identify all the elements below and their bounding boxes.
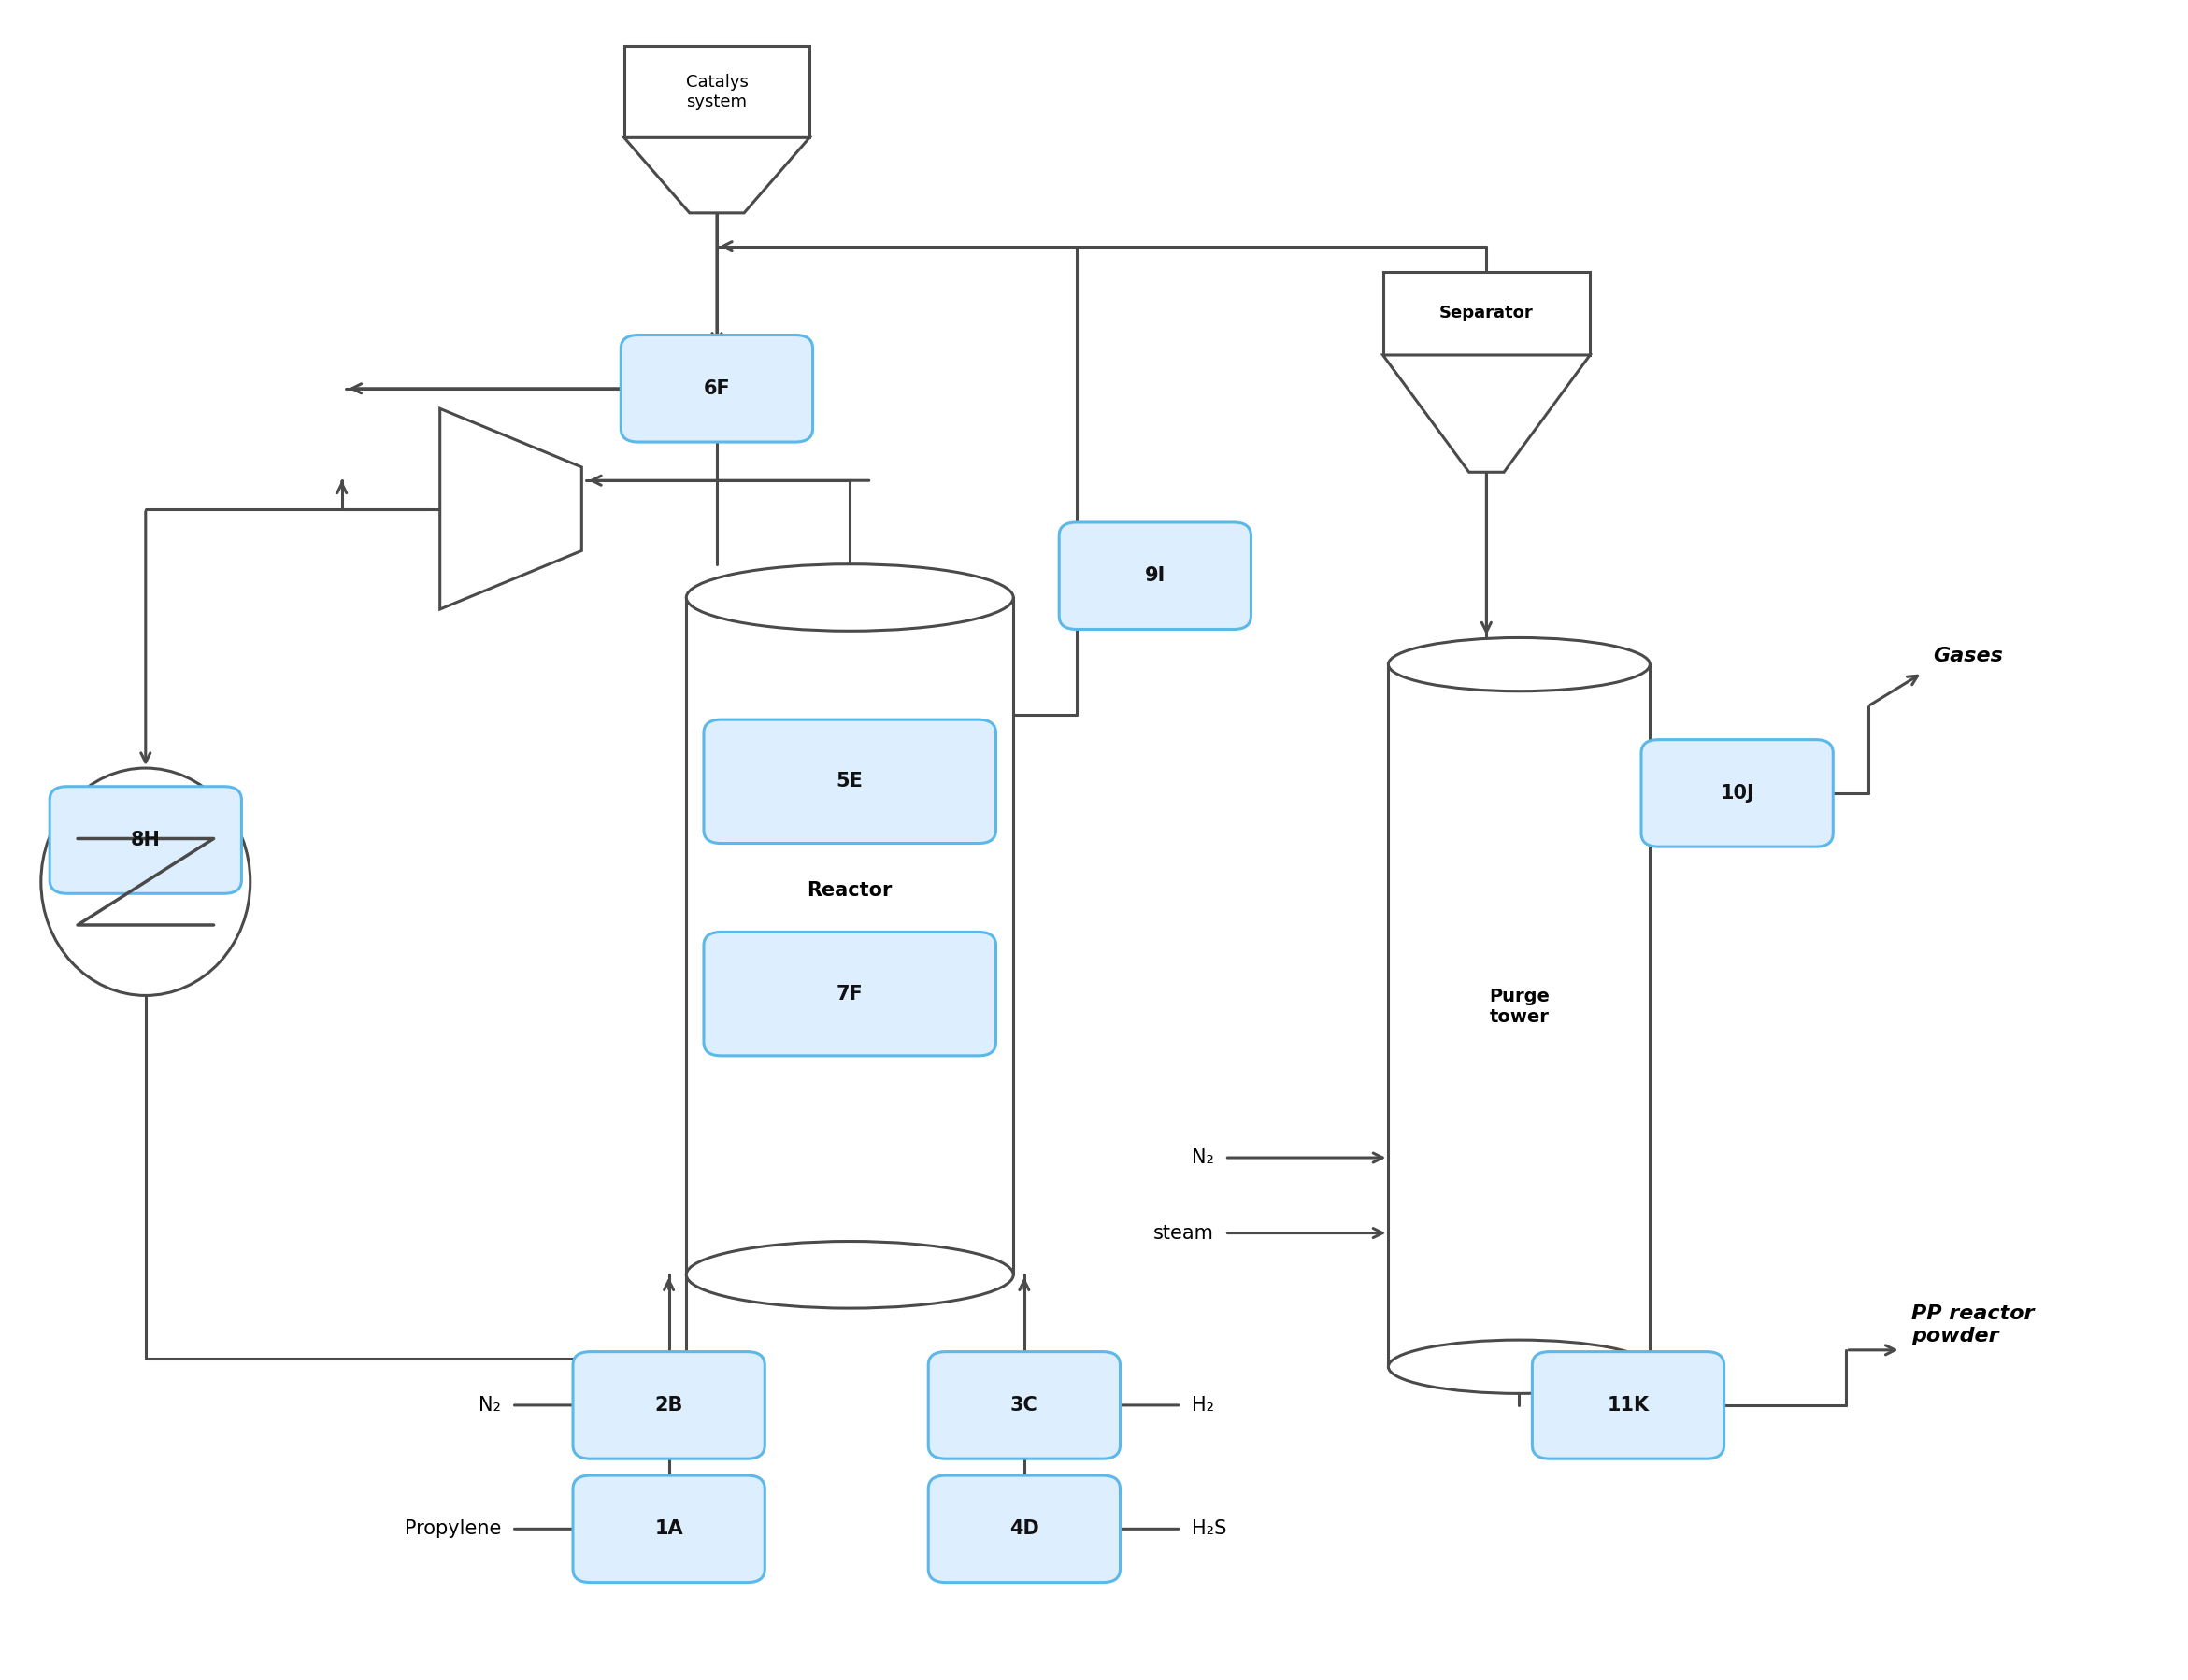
FancyBboxPatch shape bbox=[705, 719, 996, 843]
FancyBboxPatch shape bbox=[624, 45, 810, 138]
Text: 10J: 10J bbox=[1720, 785, 1755, 803]
Text: 2B: 2B bbox=[654, 1396, 683, 1415]
FancyBboxPatch shape bbox=[621, 334, 812, 442]
Text: 11K: 11K bbox=[1606, 1396, 1650, 1415]
Text: 1A: 1A bbox=[654, 1520, 683, 1539]
Ellipse shape bbox=[687, 1242, 1013, 1309]
FancyBboxPatch shape bbox=[573, 1475, 766, 1583]
Polygon shape bbox=[1383, 354, 1591, 472]
FancyBboxPatch shape bbox=[705, 932, 996, 1055]
FancyBboxPatch shape bbox=[1059, 522, 1252, 630]
Ellipse shape bbox=[687, 564, 1013, 632]
FancyBboxPatch shape bbox=[573, 1352, 766, 1458]
Text: Reactor: Reactor bbox=[807, 880, 893, 899]
Text: Gases: Gases bbox=[1934, 647, 2004, 665]
Polygon shape bbox=[624, 138, 810, 213]
FancyBboxPatch shape bbox=[1532, 1352, 1724, 1458]
Ellipse shape bbox=[1389, 638, 1650, 690]
Text: 3C: 3C bbox=[1011, 1396, 1037, 1415]
Text: H₂: H₂ bbox=[1192, 1396, 1214, 1415]
FancyBboxPatch shape bbox=[928, 1352, 1120, 1458]
Text: H₂S: H₂S bbox=[1192, 1520, 1227, 1539]
Text: 9I: 9I bbox=[1144, 566, 1166, 585]
Text: Propylene: Propylene bbox=[405, 1520, 501, 1539]
FancyBboxPatch shape bbox=[928, 1475, 1120, 1583]
Text: PP reactor
powder: PP reactor powder bbox=[1912, 1305, 2035, 1346]
Text: Separator: Separator bbox=[1440, 304, 1534, 321]
Text: 8H: 8H bbox=[131, 830, 160, 850]
Text: N₂: N₂ bbox=[479, 1396, 501, 1415]
Ellipse shape bbox=[1389, 1341, 1650, 1393]
FancyBboxPatch shape bbox=[1641, 739, 1834, 847]
Text: 6F: 6F bbox=[702, 380, 731, 398]
Text: 4D: 4D bbox=[1009, 1520, 1039, 1539]
Text: 7F: 7F bbox=[836, 984, 864, 1003]
Polygon shape bbox=[440, 408, 582, 610]
Text: N₂: N₂ bbox=[1192, 1149, 1214, 1168]
FancyBboxPatch shape bbox=[50, 786, 241, 894]
Text: Purge
tower: Purge tower bbox=[1488, 988, 1549, 1026]
Text: Catalys
system: Catalys system bbox=[685, 74, 748, 109]
Text: 5E: 5E bbox=[836, 773, 864, 791]
FancyBboxPatch shape bbox=[1383, 272, 1591, 354]
Text: steam: steam bbox=[1153, 1223, 1214, 1242]
Ellipse shape bbox=[42, 768, 249, 996]
